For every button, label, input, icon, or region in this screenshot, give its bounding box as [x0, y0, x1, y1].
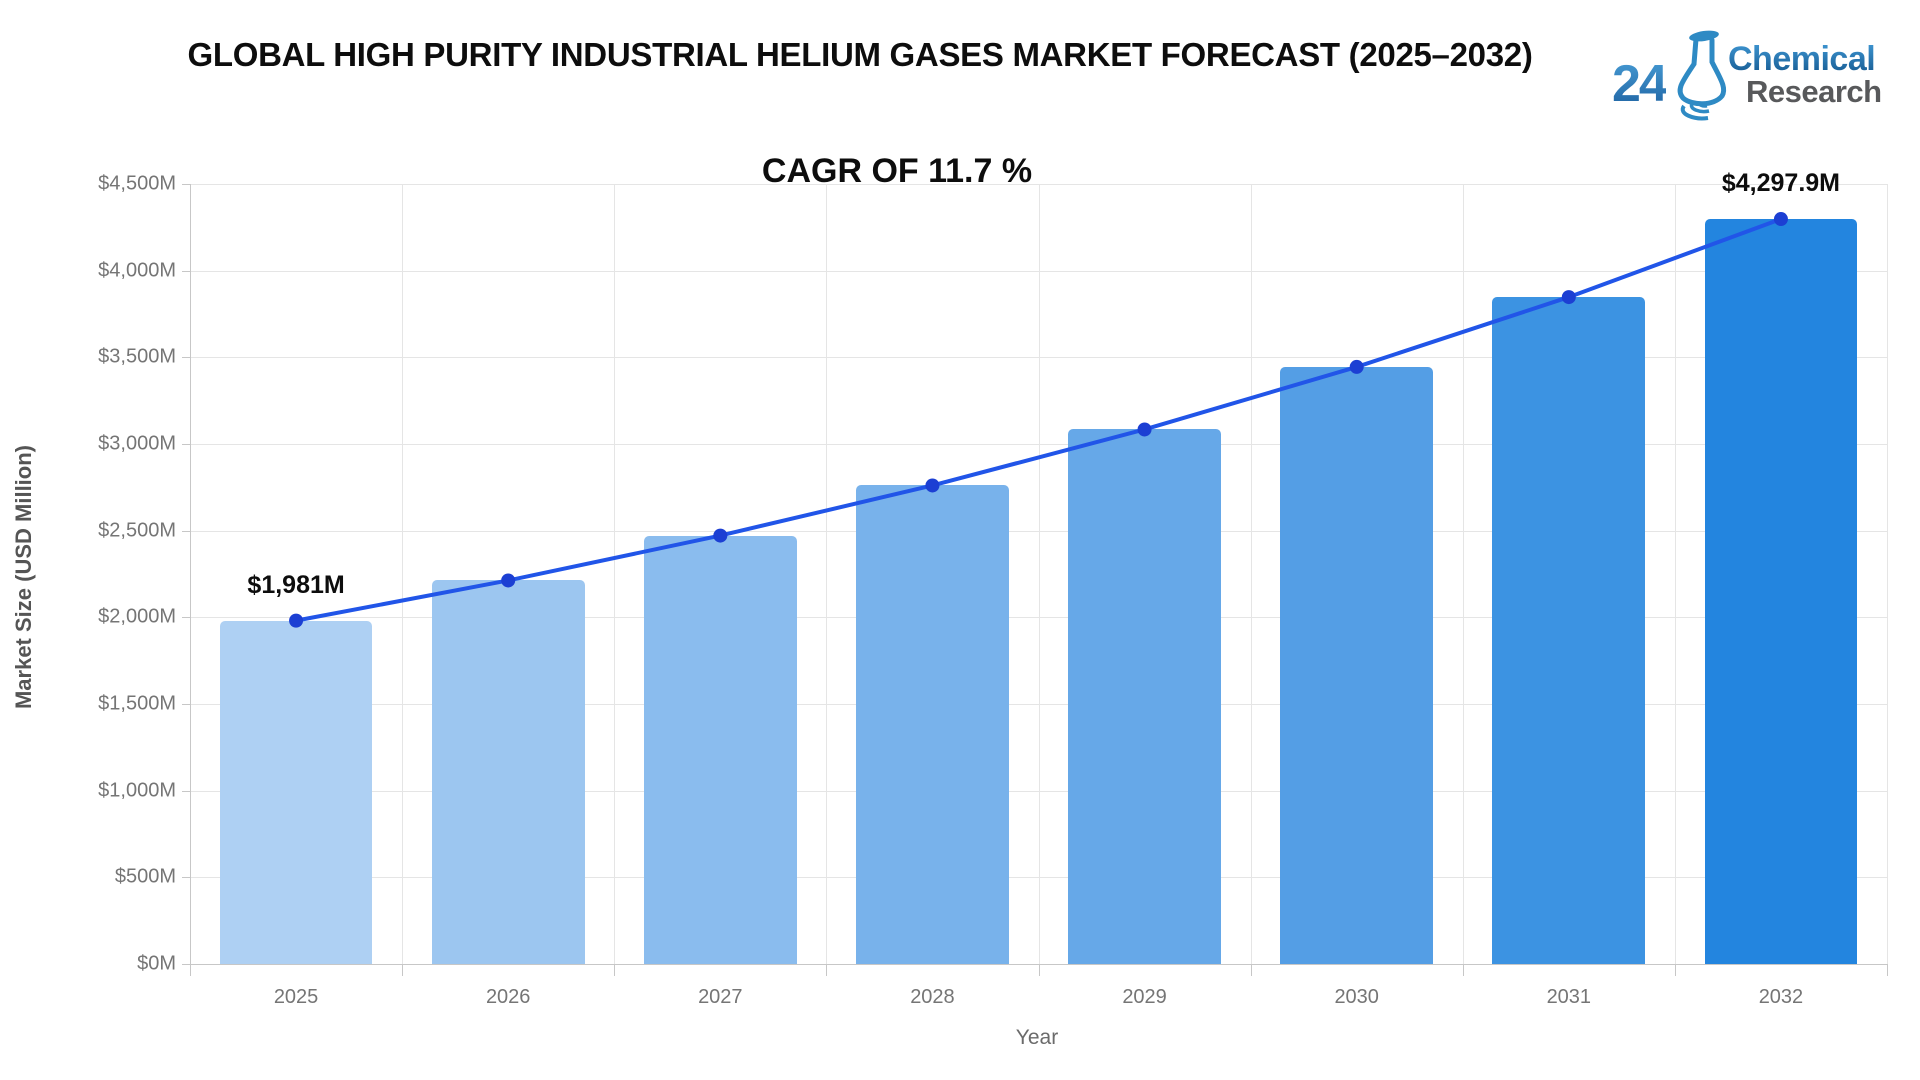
y-tick-label: $0M — [137, 952, 176, 975]
logo-word-research: Research — [1746, 74, 1882, 109]
x-gridline — [402, 184, 404, 964]
x-gridline — [1038, 184, 1040, 964]
y-tick-label: $500M — [114, 865, 176, 888]
x-axis-line — [182, 964, 1887, 965]
data-point-marker — [925, 478, 940, 493]
flask-icon — [1670, 26, 1736, 131]
y-tick-label: $1,500M — [98, 692, 176, 715]
x-tick-label: 2026 — [485, 986, 531, 1008]
data-point-marker — [713, 528, 728, 543]
x-tick-label: 2028 — [910, 986, 955, 1008]
trend-line — [295, 217, 1782, 623]
x-gridline — [1462, 184, 1464, 964]
y-tick-label: $2,000M — [98, 605, 176, 628]
logo-word-chemical: Chemical — [1728, 42, 1882, 76]
x-tick-mark — [1462, 964, 1464, 976]
y-axis-line — [190, 184, 191, 976]
bar-2029 — [1068, 429, 1221, 964]
y-tick-mark — [182, 184, 190, 185]
y-tick-mark — [182, 530, 190, 532]
x-tick-label: 2027 — [698, 986, 743, 1008]
y-tick-label: $3,000M — [98, 432, 176, 455]
y-tick-mark — [182, 877, 190, 879]
bar-2026 — [431, 580, 585, 964]
y-tick-mark — [182, 270, 190, 272]
data-point-marker — [289, 613, 304, 628]
x-gridline — [1250, 184, 1252, 964]
x-axis-title: Year — [1015, 1026, 1059, 1049]
data-point-marker — [501, 573, 516, 588]
y-tick-label: $2,500M — [98, 519, 176, 542]
x-tick-label: 2031 — [1546, 986, 1592, 1008]
data-label: $1,981M — [247, 570, 345, 599]
data-point-marker — [1137, 422, 1152, 437]
y-tick-mark — [182, 444, 190, 445]
x-tick-mark — [1887, 964, 1888, 976]
x-tick-mark — [1250, 964, 1252, 976]
y-tick-label: $3,500M — [98, 345, 176, 368]
y-tick-mark — [182, 617, 190, 619]
y-tick-mark — [182, 704, 190, 705]
y-tick-mark — [182, 357, 190, 359]
y-tick-label: $4,000M — [98, 259, 176, 282]
x-tick-mark — [826, 964, 828, 976]
x-tick-label: 2032 — [1758, 986, 1804, 1008]
bar-2030 — [1280, 366, 1434, 964]
x-gridline — [1887, 184, 1888, 964]
company-logo: 24 Chemical Research — [1612, 26, 1892, 126]
data-point-marker — [1561, 290, 1576, 305]
page-title: GLOBAL HIGH PURITY INDUSTRIAL HELIUM GAS… — [187, 36, 1533, 73]
bar-2028 — [856, 485, 1009, 964]
y-tick-mark — [182, 790, 190, 792]
x-gridline — [826, 184, 828, 964]
bar-2027 — [643, 535, 797, 964]
x-tick-label: 2029 — [1122, 986, 1167, 1008]
bar-2031 — [1492, 297, 1646, 964]
data-label: $4,297.9M — [1721, 169, 1841, 198]
data-point-marker — [1773, 212, 1788, 227]
x-tick-label: 2030 — [1334, 986, 1379, 1008]
data-point-marker — [1349, 359, 1364, 374]
bar-2025 — [219, 620, 373, 964]
x-tick-mark — [614, 964, 616, 976]
cagr-annotation: CAGR OF 11.7 % — [761, 152, 1033, 190]
y-tick-label: $1,000M — [98, 779, 176, 802]
logo-number: 24 — [1612, 55, 1668, 113]
y-axis-title: Market Size (USD Million) — [11, 444, 36, 710]
x-tick-mark — [1038, 964, 1040, 976]
x-gridline — [1674, 184, 1676, 964]
x-tick-mark — [402, 964, 404, 976]
logo-wordmark: Chemical Research — [1728, 42, 1882, 107]
y-tick-label: $4,500M — [98, 172, 176, 195]
x-gridline — [614, 184, 616, 964]
bar-2032 — [1704, 219, 1858, 964]
x-tick-label: 2025 — [273, 986, 319, 1008]
x-tick-mark — [1674, 964, 1676, 976]
